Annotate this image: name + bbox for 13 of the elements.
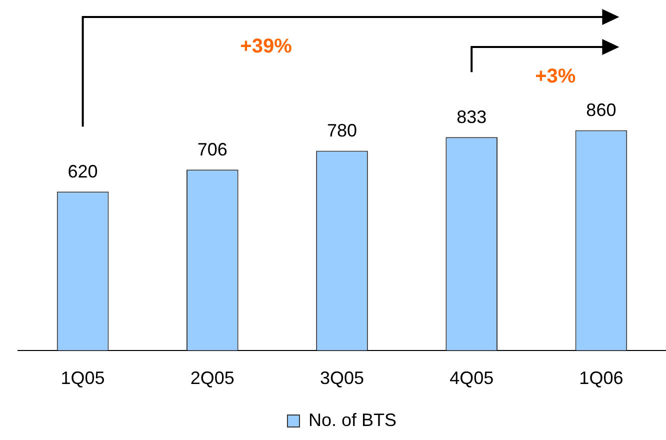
x-tick-label: 2Q05 [190, 368, 234, 388]
legend-label: No. of BTS [308, 410, 397, 430]
data-label: 706 [197, 140, 228, 160]
x-tick-label: 1Q06 [579, 368, 624, 388]
text: +39% [240, 36, 292, 58]
x-tick-label: 4Q05 [450, 368, 494, 388]
data-label: 860 [586, 100, 616, 120]
data-label: 833 [456, 107, 487, 128]
x-tick-label: 1Q05 [60, 368, 105, 388]
data-label: 620 [68, 162, 98, 182]
data-label: 780 [326, 120, 358, 141]
text: +3% [535, 66, 576, 88]
x-tick-label: 3Q05 [320, 368, 364, 388]
